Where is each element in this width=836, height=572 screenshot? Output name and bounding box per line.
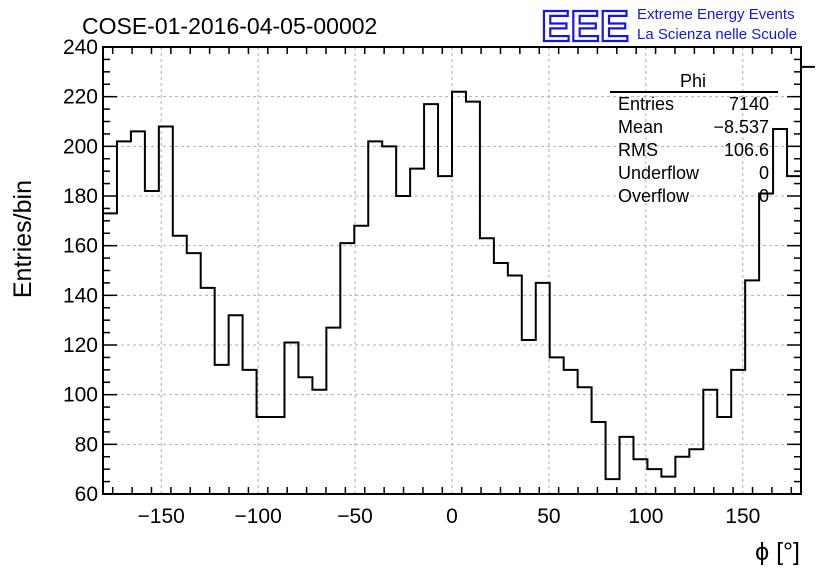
x-tick-label: 150 <box>725 505 760 528</box>
histogram-series <box>103 65 815 481</box>
y-tick-label: 180 <box>63 185 98 208</box>
eee-logo-mark: EEE <box>541 2 629 51</box>
x-tick-label: 50 <box>537 505 560 528</box>
stats-label: Underflow <box>618 163 700 183</box>
stats-label: Mean <box>618 117 663 137</box>
x-tick-label: −50 <box>337 505 373 528</box>
eee-logo: EEE Extreme Energy Events La Scienza nel… <box>540 1 797 52</box>
stats-label: RMS <box>618 140 658 160</box>
y-tick-label: 100 <box>63 384 98 407</box>
stats-value: 0 <box>759 186 769 206</box>
x-tick-label: 0 <box>446 505 458 528</box>
eee-logo-line2: La Scienza nelle Scuole <box>637 26 797 43</box>
x-tick-label: −100 <box>234 505 281 528</box>
x-tick-label: 100 <box>628 505 663 528</box>
stats-value: 0 <box>759 163 769 183</box>
stats-value: 7140 <box>729 94 769 114</box>
x-axis-title: ϕ [°] <box>755 538 800 566</box>
stats-box: Phi Entries 7140 Mean −8.537 RMS 106.6 Underfl… <box>610 71 778 206</box>
y-tick-label: 120 <box>63 334 98 357</box>
stats-rows: Entries 7140 Mean −8.537 RMS 106.6 Underflow 0 O… <box>618 94 769 206</box>
y-tick-label: 60 <box>75 483 98 506</box>
axis-ticks <box>103 46 801 495</box>
stats-value: −8.537 <box>713 117 769 137</box>
run-title: COSE-01-2016-04-05-00002 <box>82 13 377 39</box>
y-tick-label: 220 <box>63 86 98 109</box>
y-tick-label: 140 <box>63 284 98 307</box>
eee-logo-line1: Extreme Energy Events <box>637 6 795 23</box>
y-tick-label: 240 <box>63 36 98 59</box>
y-tick-label: 160 <box>63 235 98 258</box>
stats-title: Phi <box>680 71 706 91</box>
y-tick-label: 80 <box>75 433 98 456</box>
stats-label: Overflow <box>618 186 690 206</box>
x-tick-label: −150 <box>138 505 185 528</box>
stats-label: Entries <box>618 94 674 114</box>
x-tick-labels: −150 −100 −50 0 50 100 150 <box>138 505 761 528</box>
y-axis-title: Entries/bin <box>9 180 37 298</box>
y-tick-labels: 60 80 100 120 140 160 180 200 220 240 <box>63 36 98 506</box>
stats-value: 106.6 <box>724 140 769 160</box>
y-tick-label: 200 <box>63 135 98 158</box>
